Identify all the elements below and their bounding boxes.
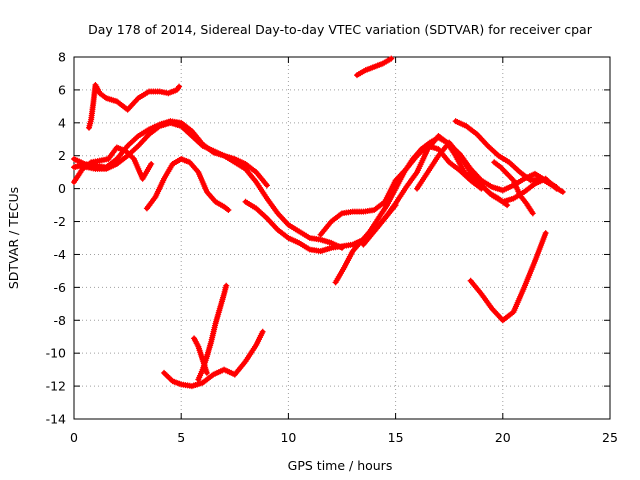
data-point-marker — [225, 207, 232, 214]
x-tick-label: 5 — [177, 430, 185, 445]
x-tick-label: 10 — [280, 430, 296, 445]
data-point-marker — [529, 210, 536, 217]
series-arc-05 — [143, 156, 232, 214]
series-arc-03 — [71, 118, 270, 189]
series-band — [71, 118, 270, 188]
y-tick-label: -2 — [54, 214, 66, 229]
data-point-marker — [388, 55, 395, 62]
data-point-marker — [223, 282, 230, 289]
series-arc-12 — [452, 118, 566, 195]
x-axis-label: GPS time / hours — [288, 458, 393, 473]
series-band — [468, 230, 548, 323]
series-arc-04 — [71, 144, 155, 186]
data-point-marker — [509, 176, 516, 183]
y-tick-label: -6 — [54, 280, 67, 295]
y-tick-label: -4 — [54, 247, 67, 262]
y-tick-label: -12 — [46, 379, 66, 394]
series-arc-02 — [71, 119, 345, 251]
y-tick-label: -14 — [46, 412, 66, 427]
data-point-marker — [559, 188, 566, 195]
y-tick-label: 6 — [58, 82, 66, 97]
x-tick-label: 25 — [602, 430, 618, 445]
series-arc-15 — [161, 328, 266, 390]
y-axis-label: SDTVAR / TECUs — [6, 187, 21, 289]
x-tick-label: 20 — [495, 430, 511, 445]
x-tick-label: 0 — [70, 430, 78, 445]
y-tick-label: 2 — [58, 148, 66, 163]
data-point-marker — [203, 369, 210, 376]
y-tick-label: -8 — [54, 313, 67, 328]
series-arc-17 — [191, 335, 210, 376]
data-point-marker — [263, 182, 270, 189]
series-arc-14 — [467, 230, 549, 324]
x-tick-label: 15 — [388, 430, 404, 445]
plot-frame — [73, 56, 611, 420]
data-point-marker — [542, 230, 549, 237]
series-band — [71, 120, 345, 251]
y-tick-label: 0 — [58, 181, 66, 196]
series-arc-13 — [491, 159, 536, 217]
data-point-marker — [176, 83, 183, 90]
grid-lines — [74, 57, 610, 419]
series-arc-01 — [86, 81, 183, 131]
chart-title: Day 178 of 2014, Sidereal Day-to-day VTE… — [88, 22, 593, 37]
y-tick-label: 4 — [58, 115, 66, 130]
y-tick-label: -10 — [46, 346, 66, 361]
data-point-marker — [259, 328, 266, 335]
data-point-marker — [504, 202, 511, 209]
data-point-marker — [148, 160, 155, 167]
series-arc-10 — [354, 55, 395, 79]
data-marks — [71, 55, 566, 390]
y-tick-label: 8 — [58, 50, 66, 65]
